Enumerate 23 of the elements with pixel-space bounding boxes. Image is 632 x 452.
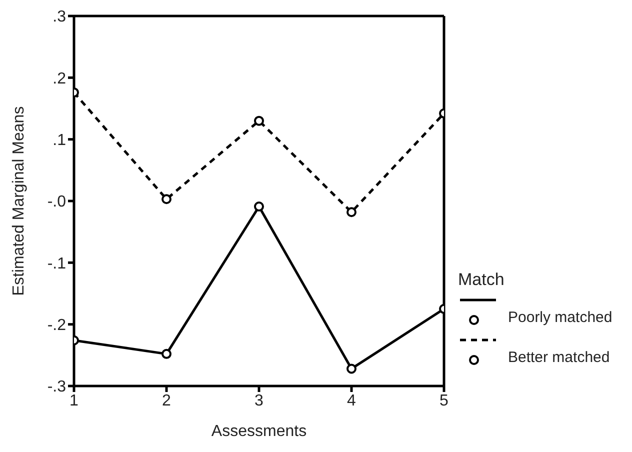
x-tick-label: 5: [440, 392, 449, 410]
point: [346, 364, 356, 374]
point: [254, 202, 264, 212]
y-tick-label: -.3: [47, 378, 66, 396]
y-tick-label: .2: [52, 70, 66, 88]
point: [254, 116, 264, 126]
x-tick-label: 1: [70, 392, 79, 410]
point: [346, 207, 356, 218]
legend-label: Better matched: [508, 349, 610, 366]
y-tick-label: -.0: [47, 194, 66, 211]
y-tick-label: .1: [52, 132, 66, 150]
y-tick-label: -.2: [47, 317, 66, 334]
y-axis-title: Estimated Marginal Means: [10, 106, 28, 296]
point: [162, 348, 172, 359]
y-tick-label: .3: [52, 8, 66, 26]
y-tick-label: -.1: [47, 255, 66, 272]
legend-label: Poorly matched: [508, 309, 612, 326]
x-tick-label: 3: [254, 392, 264, 410]
legend-title: Match: [458, 270, 506, 290]
point: [162, 194, 172, 204]
x-axis-title: Assessments: [211, 423, 307, 440]
x-tick-label: 2: [162, 392, 172, 410]
x-tick-label: 4: [347, 392, 356, 410]
